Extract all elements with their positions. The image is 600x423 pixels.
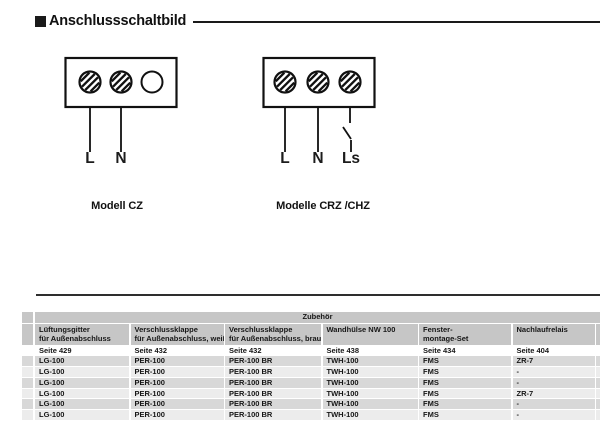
table-page-row: Seite 429 Seite 432 Seite 432 Seite 438 … <box>22 345 600 356</box>
cell: FMS <box>419 377 511 388</box>
wire-label-l: L <box>85 150 95 167</box>
section-bullet-square-icon <box>35 16 46 27</box>
cell: PER-100 BR <box>225 367 321 377</box>
accessories-table: Zubehör Lüftungsgitter für Außenabschlus… <box>22 312 600 421</box>
table-group-header: Zubehör <box>35 312 600 323</box>
cell: PER-100 <box>130 388 224 399</box>
wiring-diagram-cz <box>64 56 178 152</box>
cell: PER-100 <box>130 367 224 377</box>
cell: PER-100 <box>130 410 224 421</box>
cell: LG-100 <box>35 399 129 410</box>
cell: TWH-100 <box>322 388 418 399</box>
cell: PER-100 BR <box>225 356 321 367</box>
cell: ZR-7 <box>512 388 595 399</box>
wiring-diagram-crz-chz <box>262 56 376 152</box>
table-edge-strip <box>22 312 33 323</box>
table-row: LG-100 PER-100 PER-100 BR TWH-100 FMS ZR… <box>22 356 600 367</box>
cell: PER-100 BR <box>225 399 321 410</box>
column-header: Verschlussklappe für Außenabschluss, bra… <box>225 323 321 345</box>
cell: ZR-7 <box>512 356 595 367</box>
wire-label-ls: Ls <box>341 150 361 167</box>
cell: LG-100 <box>35 356 129 367</box>
screw-terminal-icon <box>273 70 297 94</box>
column-header: Fenster- montage-Set <box>419 323 511 345</box>
cell: - <box>512 410 595 421</box>
table-edge-strip <box>596 323 600 345</box>
cell: PER-100 BR <box>225 410 321 421</box>
cell: LG-100 <box>35 377 129 388</box>
table-header-row: Lüftungsgitter für Außenabschluss Versch… <box>22 323 600 345</box>
wire-label-l: L <box>280 150 290 167</box>
column-header: Lüftungsgitter für Außenabschluss <box>35 323 129 345</box>
wire-label-n: N <box>115 150 127 167</box>
column-header: Nachlaufrelais <box>512 323 595 345</box>
cell: LG-100 <box>35 410 129 421</box>
screw-terminal-icon <box>109 70 133 94</box>
cell: FMS <box>419 367 511 377</box>
table-row: LG-100 PER-100 PER-100 BR TWH-100 FMS ZR… <box>22 388 600 399</box>
screw-terminal-icon <box>338 70 362 94</box>
cell: TWH-100 <box>322 399 418 410</box>
screw-terminal-icon <box>78 70 102 94</box>
cell: Seite 432 <box>130 345 224 356</box>
cell: Seite 429 <box>35 345 129 356</box>
table-row: LG-100 PER-100 PER-100 BR TWH-100 FMS - <box>22 410 600 421</box>
cell: PER-100 BR <box>225 388 321 399</box>
cell: TWH-100 <box>322 410 418 421</box>
cell: PER-100 <box>130 377 224 388</box>
table-row: LG-100 PER-100 PER-100 BR TWH-100 FMS - <box>22 367 600 377</box>
page-title: Anschlussschaltbild <box>49 13 187 29</box>
cell: Seite 438 <box>322 345 418 356</box>
screw-terminal-icon <box>306 70 330 94</box>
cell: TWH-100 <box>322 367 418 377</box>
column-header: Verschlussklappe für Außenabschluss, wei… <box>130 323 224 345</box>
header-rule <box>193 21 600 23</box>
cell: Seite 432 <box>225 345 321 356</box>
table-row: LG-100 PER-100 PER-100 BR TWH-100 FMS - <box>22 377 600 388</box>
cell: LG-100 <box>35 388 129 399</box>
cell: - <box>512 399 595 410</box>
table-row: LG-100 PER-100 PER-100 BR TWH-100 FMS - <box>22 399 600 410</box>
table-top-rule <box>36 294 600 296</box>
cell: FMS <box>419 399 511 410</box>
cell: PER-100 <box>130 399 224 410</box>
cell: TWH-100 <box>322 356 418 367</box>
cell: PER-100 <box>130 356 224 367</box>
cell: - <box>512 367 595 377</box>
table-group-header-row: Zubehör <box>22 312 600 323</box>
cell: Seite 404 <box>512 345 595 356</box>
cell: TWH-100 <box>322 377 418 388</box>
cell: FMS <box>419 388 511 399</box>
diagram-caption-crz-chz: Modelle CRZ /CHZ <box>276 200 370 212</box>
cell: PER-100 BR <box>225 377 321 388</box>
section-header: Anschlussschaltbild <box>35 11 600 31</box>
wire-label-n: N <box>312 150 324 167</box>
table-edge-strip <box>22 323 33 345</box>
cell: FMS <box>419 356 511 367</box>
cell: FMS <box>419 410 511 421</box>
cell: - <box>512 377 595 388</box>
cell: Seite 434 <box>419 345 511 356</box>
cell: LG-100 <box>35 367 129 377</box>
terminal-box <box>262 56 376 109</box>
open-terminal-icon <box>140 70 164 94</box>
diagram-caption-cz: Modell CZ <box>91 200 143 212</box>
switch-contact-icon <box>342 107 352 152</box>
column-header: Wandhülse NW 100 <box>322 323 418 345</box>
